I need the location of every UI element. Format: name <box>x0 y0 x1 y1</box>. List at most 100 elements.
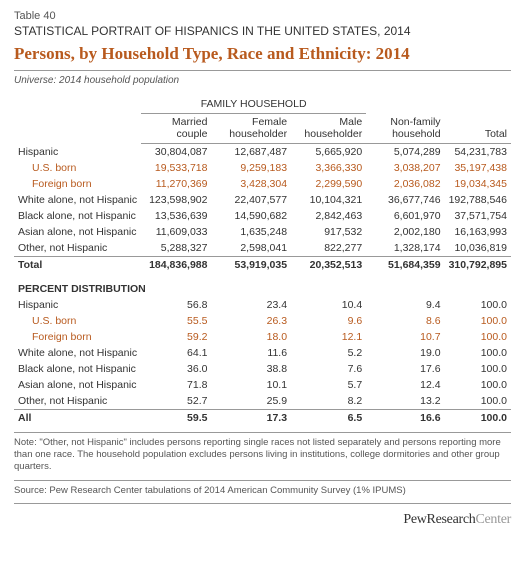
cell-value: 3,366,330 <box>291 160 366 176</box>
cell-value: 55.5 <box>141 313 211 329</box>
table-note: Note: "Other, not Hispanic" includes per… <box>14 437 511 474</box>
table-row: Foreign born11,270,3693,428,3042,299,590… <box>14 176 511 192</box>
row-label: Hispanic <box>14 297 141 313</box>
cell-value: 59.2 <box>141 329 211 345</box>
cell-value: 36.0 <box>141 361 211 377</box>
cell-value: 100.0 <box>445 297 511 313</box>
cell-value: 5,074,289 <box>366 143 444 160</box>
row-label: Foreign born <box>14 176 141 192</box>
cell-value: 30,804,087 <box>141 143 211 160</box>
cell-value: 56.8 <box>141 297 211 313</box>
cell-value: 9.4 <box>366 297 444 313</box>
table-row: Hispanic56.823.410.49.4100.0 <box>14 297 511 313</box>
cell-value: 12.1 <box>291 329 366 345</box>
col-female: Female householder <box>211 113 291 143</box>
cell-value: 19.0 <box>366 345 444 361</box>
row-label: Hispanic <box>14 143 141 160</box>
cell-value: 100.0 <box>445 345 511 361</box>
col-married: Married couple <box>141 113 211 143</box>
table-container: Table 40 STATISTICAL PORTRAIT OF HISPANI… <box>0 0 525 536</box>
percent-section-header: PERCENT DISTRIBUTION <box>14 273 511 297</box>
universe-note: Universe: 2014 household population <box>14 75 511 86</box>
cell-value: 11.6 <box>211 345 291 361</box>
cell-value: 5.7 <box>291 377 366 393</box>
table-number: Table 40 <box>14 10 511 22</box>
cell-value: 12,687,487 <box>211 143 291 160</box>
column-group-header: FAMILY HOUSEHOLD <box>141 96 366 113</box>
cell-value: 54,231,783 <box>445 143 511 160</box>
cell-value: 12.4 <box>366 377 444 393</box>
cell-value: 71.8 <box>141 377 211 393</box>
table-row: Other, not Hispanic52.725.98.213.2100.0 <box>14 393 511 410</box>
cell-value: 822,277 <box>291 240 366 257</box>
row-label: Other, not Hispanic <box>14 240 141 257</box>
row-label: Black alone, not Hispanic <box>14 361 141 377</box>
cell-value: 1,328,174 <box>366 240 444 257</box>
cell-value: 18.0 <box>211 329 291 345</box>
cell-value: 100.0 <box>445 313 511 329</box>
cell-value: 2,036,082 <box>366 176 444 192</box>
cell-value: 3,428,304 <box>211 176 291 192</box>
cell-value: 25.9 <box>211 393 291 410</box>
cell-value: 64.1 <box>141 345 211 361</box>
cell-value: 3,038,207 <box>366 160 444 176</box>
brand-footer: PewResearchCenter <box>14 512 511 528</box>
cell-value: 2,299,590 <box>291 176 366 192</box>
cell-value: 11,609,033 <box>141 224 211 240</box>
cell-value: 35,197,438 <box>445 160 511 176</box>
cell-value: 11,270,369 <box>141 176 211 192</box>
report-supertitle: STATISTICAL PORTRAIT OF HISPANICS IN THE… <box>14 24 511 38</box>
row-label: U.S. born <box>14 313 141 329</box>
table-row: White alone, not Hispanic123,598,90222,4… <box>14 192 511 208</box>
cell-value: 10,036,819 <box>445 240 511 257</box>
table-row: Asian alone, not Hispanic71.810.15.712.4… <box>14 377 511 393</box>
cell-value: 22,407,577 <box>211 192 291 208</box>
cell-value: 6,601,970 <box>366 208 444 224</box>
row-label: White alone, not Hispanic <box>14 192 141 208</box>
cell-value: 36,677,746 <box>366 192 444 208</box>
cell-value: 14,590,682 <box>211 208 291 224</box>
table-row: Black alone, not Hispanic13,536,63914,59… <box>14 208 511 224</box>
row-label: U.S. born <box>14 160 141 176</box>
cell-value: 37,571,754 <box>445 208 511 224</box>
table-source: Source: Pew Research Center tabulations … <box>14 485 511 497</box>
cell-value: 52.7 <box>141 393 211 410</box>
cell-value: 10.4 <box>291 297 366 313</box>
cell-value: 10.1 <box>211 377 291 393</box>
brand-name-2: Center <box>475 512 511 527</box>
cell-value: 123,598,902 <box>141 192 211 208</box>
cell-value: 10,104,321 <box>291 192 366 208</box>
table-title: Persons, by Household Type, Race and Eth… <box>14 44 511 64</box>
total-row: Total 184,836,988 53,919,035 20,352,513 … <box>14 256 511 273</box>
all-row: All 59.5 17.3 6.5 16.6 100.0 <box>14 409 511 426</box>
col-total: Total <box>445 113 511 143</box>
cell-value: 2,842,463 <box>291 208 366 224</box>
cell-value: 5,665,920 <box>291 143 366 160</box>
cell-value: 100.0 <box>445 361 511 377</box>
cell-value: 192,788,546 <box>445 192 511 208</box>
cell-value: 38.8 <box>211 361 291 377</box>
bottom-rule-3 <box>14 503 511 504</box>
bottom-rule-1 <box>14 432 511 433</box>
cell-value: 13.2 <box>366 393 444 410</box>
cell-value: 23.4 <box>211 297 291 313</box>
cell-value: 8.2 <box>291 393 366 410</box>
row-label: Asian alone, not Hispanic <box>14 224 141 240</box>
table-row: White alone, not Hispanic64.111.65.219.0… <box>14 345 511 361</box>
table-row: U.S. born19,533,7189,259,1833,366,3303,0… <box>14 160 511 176</box>
top-rule <box>14 70 511 71</box>
column-header-row: Married couple Female householder Male h… <box>14 113 511 143</box>
cell-value: 7.6 <box>291 361 366 377</box>
cell-value: 100.0 <box>445 329 511 345</box>
row-label: Other, not Hispanic <box>14 393 141 410</box>
col-male: Male householder <box>291 113 366 143</box>
col-nonfamily: Non-family household <box>366 113 444 143</box>
table-row: Black alone, not Hispanic36.038.87.617.6… <box>14 361 511 377</box>
cell-value: 9,259,183 <box>211 160 291 176</box>
cell-value: 19,533,718 <box>141 160 211 176</box>
row-label: White alone, not Hispanic <box>14 345 141 361</box>
table-row: U.S. born55.526.39.68.6100.0 <box>14 313 511 329</box>
cell-value: 17.6 <box>366 361 444 377</box>
cell-value: 100.0 <box>445 377 511 393</box>
cell-value: 1,635,248 <box>211 224 291 240</box>
